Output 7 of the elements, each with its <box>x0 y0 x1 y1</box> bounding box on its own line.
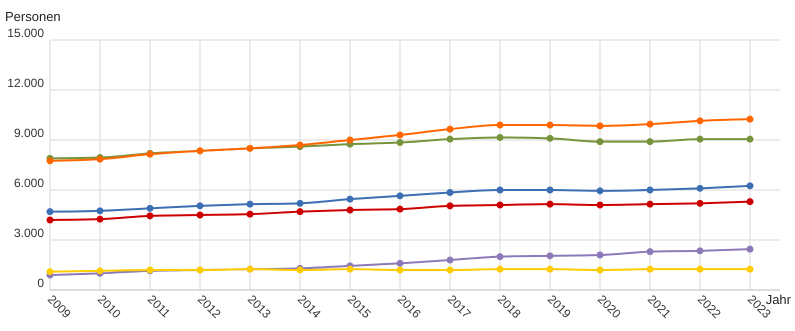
y-tick-label: 0 <box>37 276 44 290</box>
y-axis-title: Personen <box>5 9 61 24</box>
y-tick-label: 9.000 <box>14 126 44 140</box>
y-tick-label: 12.000 <box>7 76 44 90</box>
y-tick-label: 15.000 <box>7 26 44 40</box>
y-tick-label: 3.000 <box>14 226 44 240</box>
y-tick-label: 6.000 <box>14 176 44 190</box>
